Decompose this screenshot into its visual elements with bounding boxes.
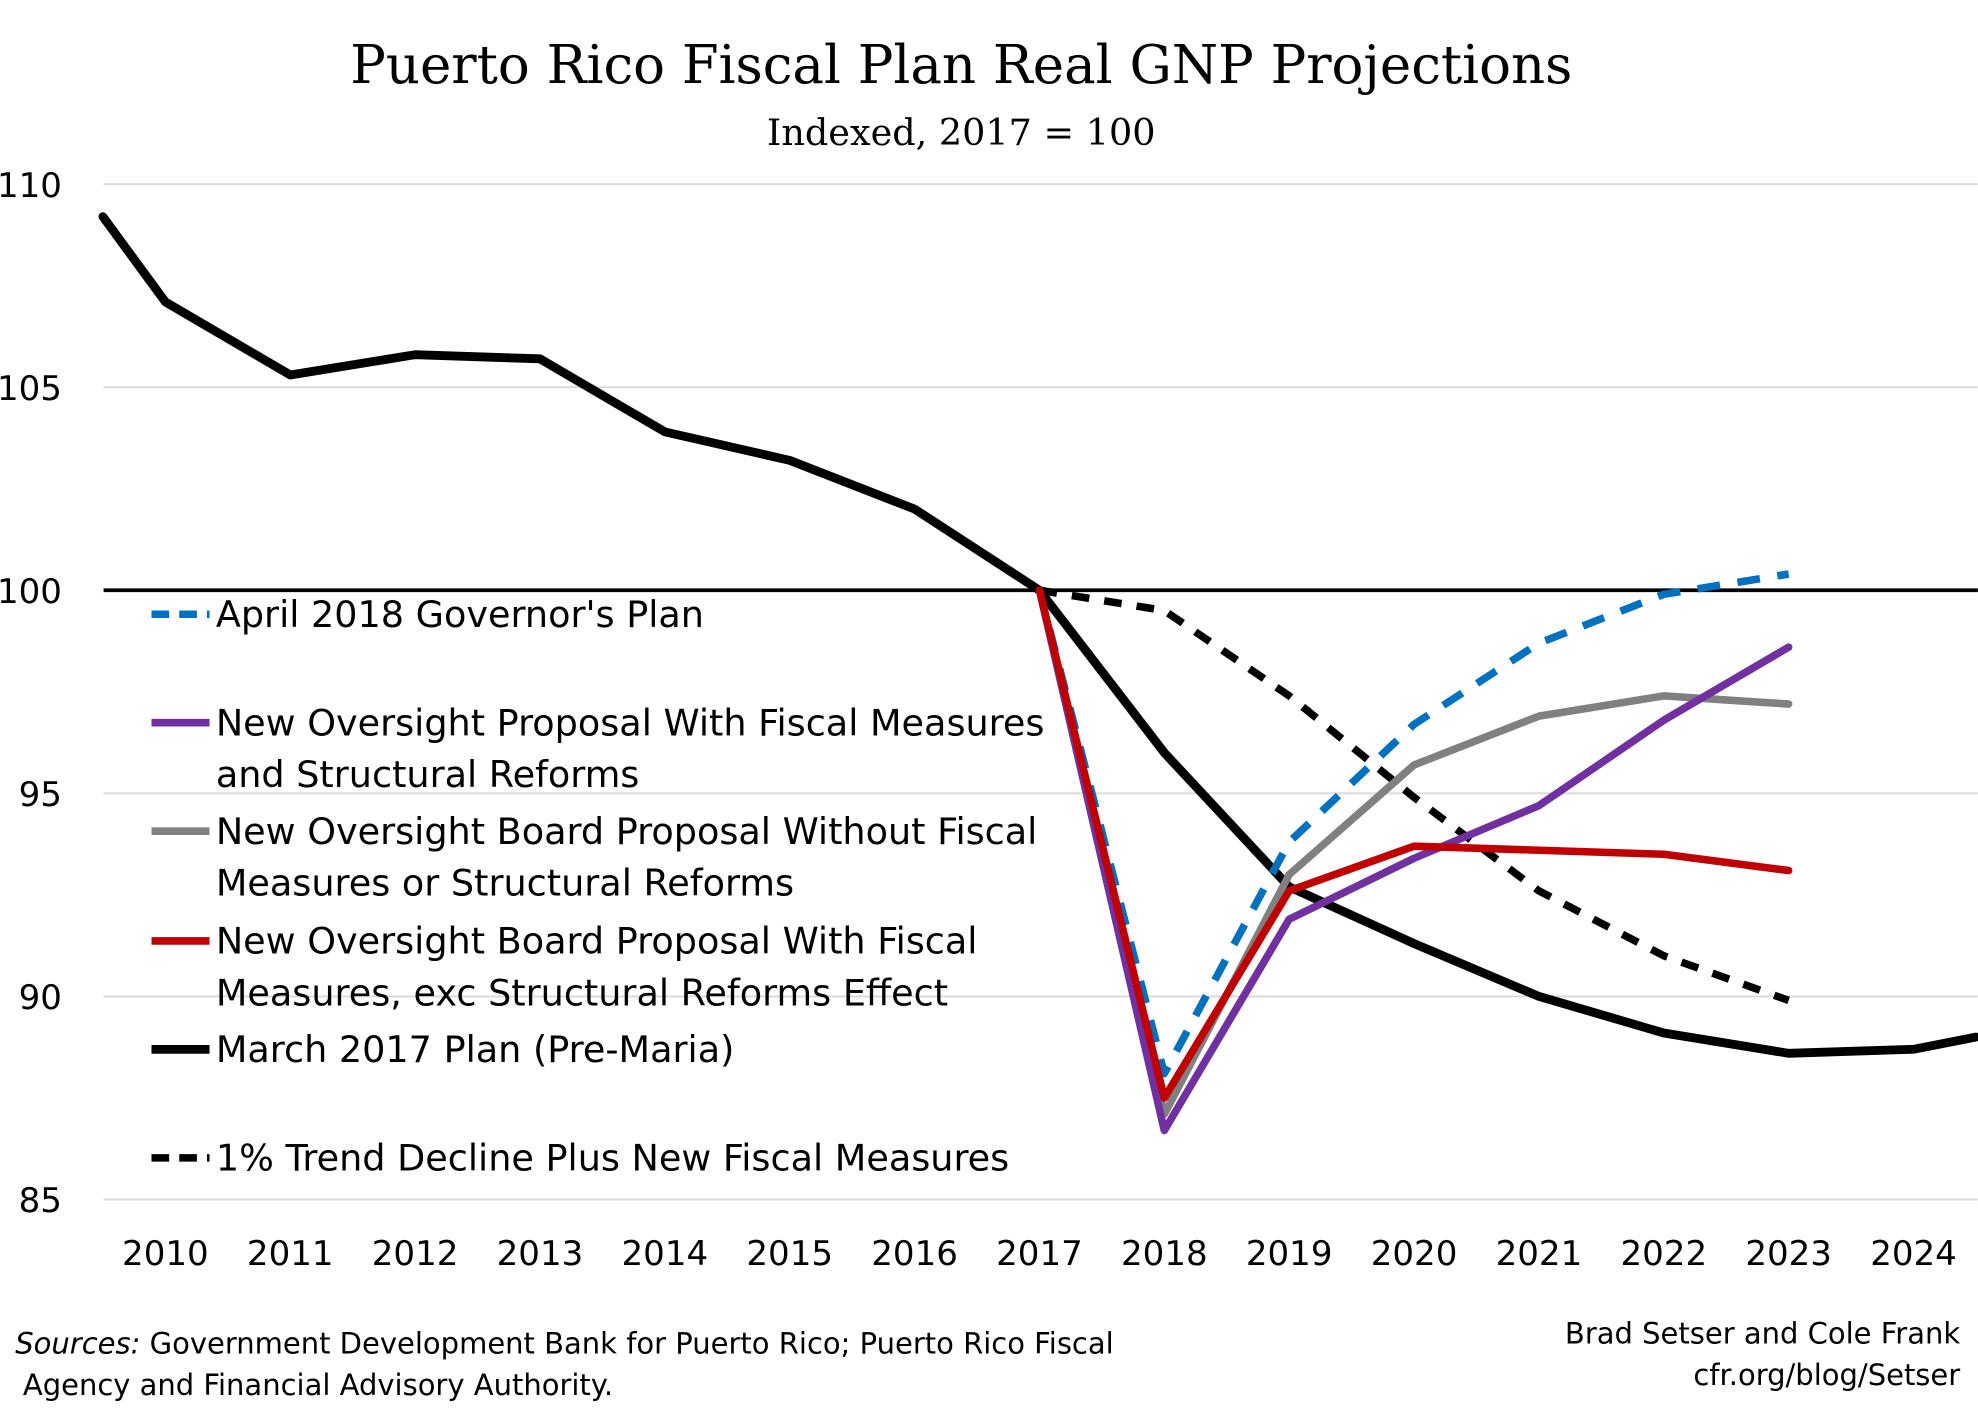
x-tick-label: 2016 — [871, 1234, 958, 1274]
legend-label: April 2018 Governor's Plan — [216, 593, 704, 636]
chart-subtitle: Indexed, 2017 = 100 — [767, 111, 1156, 154]
series-line-1 — [1035, 586, 1793, 1135]
x-tick-label: 2011 — [247, 1234, 334, 1274]
x-tick-label: 2014 — [622, 1234, 709, 1274]
series-line-5 — [1038, 586, 1790, 1005]
y-tick-label: 100 — [0, 572, 62, 612]
x-tick-label: 2010 — [122, 1234, 209, 1274]
series-line-0 — [1035, 570, 1790, 1078]
x-axis: 2010 2011 2012 2013 2014 2015 2016 2017 2018 2019… — [122, 1234, 1957, 1274]
x-tick-label: 2024 — [1870, 1234, 1957, 1274]
y-tick-label: 85 — [19, 1181, 62, 1221]
x-tick-label: 2021 — [1496, 1234, 1583, 1274]
chart-title: Puerto Rico Fiscal Plan Real GNP Project… — [350, 35, 1572, 96]
legend-label: New Oversight Board Proposal Without Fis… — [216, 810, 1038, 853]
x-tick-label: 2017 — [996, 1234, 1083, 1274]
legend-label: New Oversight Board Proposal With Fiscal — [216, 920, 978, 963]
sources-note-line2: Agency and Financial Advisory Authority. — [23, 1368, 613, 1402]
series-lines — [98, 212, 1978, 1135]
x-tick-label: 2018 — [1121, 1234, 1208, 1274]
y-tick-label: 110 — [0, 166, 62, 206]
legend-label: New Oversight Proposal With Fiscal Measu… — [216, 701, 1045, 744]
y-tick-label: 105 — [0, 369, 62, 409]
x-tick-label: 2020 — [1371, 1234, 1458, 1274]
series-line-3 — [1035, 586, 1793, 1102]
legend-label: Measures or Structural Reforms — [216, 862, 794, 905]
legend-label: 1% Trend Decline Plus New Fiscal Measure… — [216, 1136, 1009, 1179]
x-tick-label: 2023 — [1745, 1234, 1832, 1274]
y-tick-label: 90 — [19, 978, 62, 1018]
legend-label: March 2017 Plan (Pre-Maria) — [216, 1028, 735, 1071]
x-tick-label: 2019 — [1246, 1234, 1333, 1274]
x-tick-label: 2022 — [1620, 1234, 1707, 1274]
sources-note: Sources: Government Development Bank for… — [15, 1326, 1113, 1360]
x-tick-label: 2015 — [746, 1234, 833, 1274]
y-axis: 85 90 95 100 105 110 — [0, 166, 62, 1221]
credit-authors: Brad Setser and Cole Frank — [1565, 1316, 1960, 1350]
legend-label: and Structural Reforms — [216, 753, 640, 796]
credit-url: cfr.org/blog/Setser — [1693, 1358, 1960, 1392]
legend-label: Measures, exc Structural Reforms Effect — [216, 971, 948, 1014]
x-tick-label: 2013 — [497, 1234, 584, 1274]
legend: April 2018 Governor's Plan New Oversight … — [151, 593, 1045, 1179]
y-tick-label: 95 — [19, 775, 62, 815]
x-tick-label: 2012 — [372, 1234, 459, 1274]
